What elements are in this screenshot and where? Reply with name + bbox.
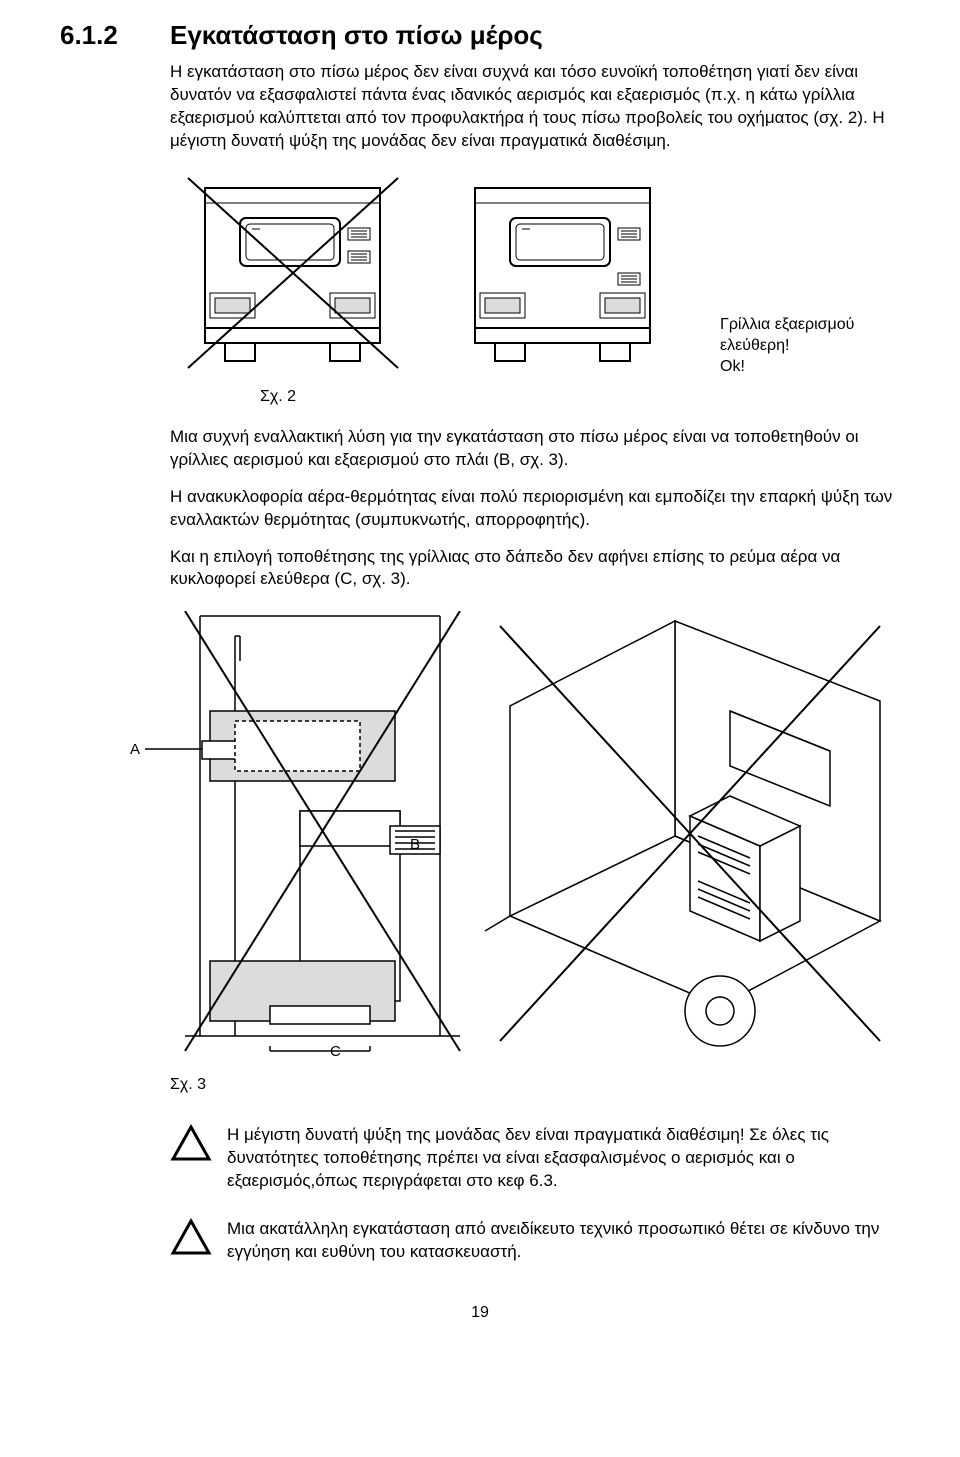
paragraph-3: Η ανακυκλοφορία αέρα-θερμότητας είναι πο… — [170, 486, 900, 532]
paragraph-1: Η εγκατάσταση στο πίσω μέρος δεν είναι σ… — [170, 61, 900, 153]
figure-2-annotation: Γρίλλια εξαερισμού ελεύθερη! Ok! — [720, 315, 890, 377]
warning-1: Η μέγιστη δυνατή ψύξη της μονάδας δεν εί… — [170, 1124, 900, 1193]
figure-2-caption: Σχ. 2 — [260, 388, 900, 406]
warning-2-text: Μια ακατάλληλη εγκατάσταση από ανειδίκευ… — [227, 1218, 900, 1264]
rv-back-crossed — [170, 173, 420, 378]
paragraph-2: Μια συχνή εναλλακτική λύση για την εγκατ… — [170, 426, 900, 472]
page-number: 19 — [60, 1304, 900, 1322]
fig2-annot-line1: Γρίλλια εξαερισμού ελεύθερη! — [720, 316, 854, 354]
fig3-label-c: C — [330, 1043, 341, 1060]
section-title: Εγκατάσταση στο πίσω μέρος — [170, 20, 543, 51]
fig2-annot-line2: Ok! — [720, 358, 745, 375]
figure-3-caption: Σχ. 3 — [170, 1076, 900, 1094]
warning-2: Μια ακατάλληλη εγκατάσταση από ανειδίκευ… — [170, 1218, 900, 1264]
fig3-label-b: B — [410, 836, 420, 853]
warning-triangle-icon — [170, 1124, 212, 1167]
fig3-label-a: A — [130, 741, 140, 758]
warning-1-text: Η μέγιστη δυνατή ψύξη της μονάδας δεν εί… — [227, 1124, 900, 1193]
figure-2-row: Γρίλλια εξαερισμού ελεύθερη! Ok! — [170, 173, 900, 378]
paragraph-4: Και η επιλογή τοποθέτησης της γρίλλιας σ… — [170, 546, 900, 592]
figure-3: A B C — [130, 611, 900, 1066]
section-number: 6.1.2 — [60, 20, 140, 51]
warning-triangle-icon — [170, 1218, 212, 1261]
rv-back-ok — [440, 173, 690, 378]
